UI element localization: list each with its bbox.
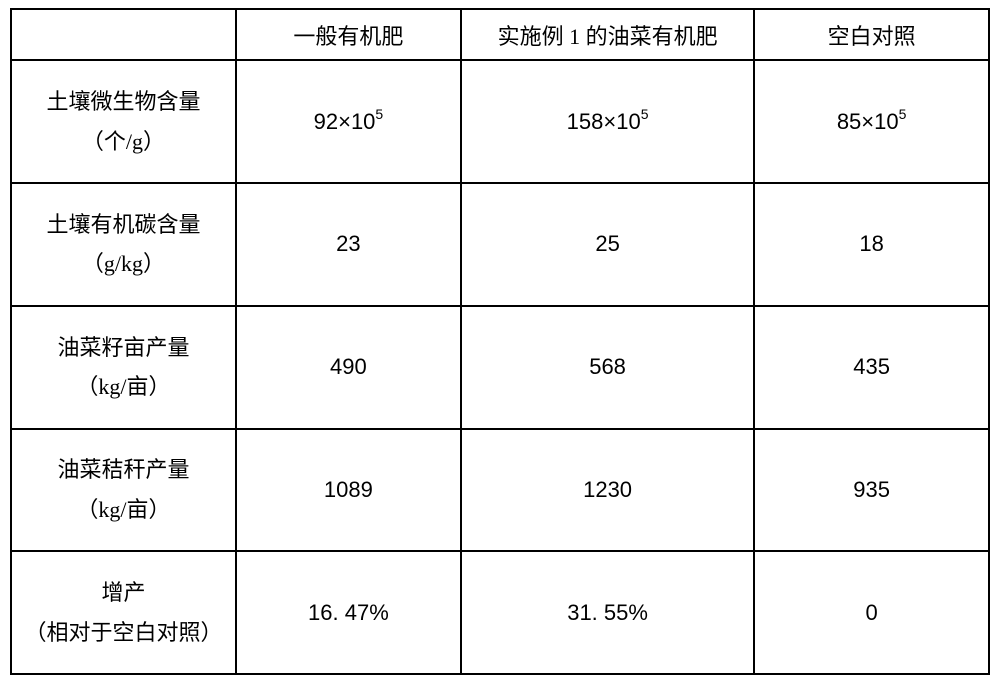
table-row: 土壤有机碳含量 （g/kg） 23 25 18 (11, 183, 989, 306)
comparison-table: 一般有机肥 实施例 1 的油菜有机肥 空白对照 土壤微生物含量 （个/g） 92… (10, 8, 990, 675)
times-sign: × (338, 109, 351, 134)
cell-blank-straw-yield: 935 (754, 429, 989, 552)
header-blank-control: 空白对照 (754, 9, 989, 60)
row-label-line2: （个/g） (12, 122, 235, 162)
mantissa: 85 (837, 109, 861, 134)
header-empty (11, 9, 236, 60)
mantissa: 92 (314, 109, 338, 134)
sci-value: 158×105 (567, 109, 649, 134)
base: 10 (874, 109, 898, 134)
cell-example1-straw-yield: 1230 (461, 429, 754, 552)
table-row: 油菜秸秆产量 （kg/亩） 1089 1230 935 (11, 429, 989, 552)
cell-blank-increase: 0 (754, 551, 989, 674)
row-label-line2: （相对于空白对照） (12, 613, 235, 653)
cell-blank-carbon: 18 (754, 183, 989, 306)
sci-value: 85×105 (837, 109, 907, 134)
row-label-soil-microbe: 土壤微生物含量 （个/g） (11, 60, 236, 183)
table-header-row: 一般有机肥 实施例 1 的油菜有机肥 空白对照 (11, 9, 989, 60)
table-row: 土壤微生物含量 （个/g） 92×105 158×105 85×105 (11, 60, 989, 183)
sci-value: 92×105 (314, 109, 384, 134)
row-label-line1: 增产 (12, 573, 235, 613)
cell-general-increase: 16. 47% (236, 551, 461, 674)
cell-example1-carbon: 25 (461, 183, 754, 306)
row-label-rapeseed-yield: 油菜籽亩产量 （kg/亩） (11, 306, 236, 429)
row-label-soil-carbon: 土壤有机碳含量 （g/kg） (11, 183, 236, 306)
times-sign: × (603, 109, 616, 134)
cell-example1-microbe: 158×105 (461, 60, 754, 183)
row-label-line2: （kg/亩） (12, 490, 235, 530)
comparison-table-container: 一般有机肥 实施例 1 的油菜有机肥 空白对照 土壤微生物含量 （个/g） 92… (0, 0, 1000, 685)
row-label-straw-yield: 油菜秸秆产量 （kg/亩） (11, 429, 236, 552)
row-label-line1: 油菜秸秆产量 (12, 450, 235, 490)
cell-general-straw-yield: 1089 (236, 429, 461, 552)
base: 10 (351, 109, 375, 134)
times-sign: × (861, 109, 874, 134)
table-row: 油菜籽亩产量 （kg/亩） 490 568 435 (11, 306, 989, 429)
row-label-yield-increase: 增产 （相对于空白对照） (11, 551, 236, 674)
exponent: 5 (375, 106, 383, 122)
base: 10 (616, 109, 640, 134)
exponent: 5 (899, 106, 907, 122)
row-label-line1: 土壤微生物含量 (12, 82, 235, 122)
cell-blank-seed-yield: 435 (754, 306, 989, 429)
header-general-organic: 一般有机肥 (236, 9, 461, 60)
row-label-line1: 土壤有机碳含量 (12, 205, 235, 245)
cell-general-seed-yield: 490 (236, 306, 461, 429)
cell-general-microbe: 92×105 (236, 60, 461, 183)
row-label-line2: （g/kg） (12, 244, 235, 284)
header-example1-rapeseed: 实施例 1 的油菜有机肥 (461, 9, 754, 60)
cell-example1-increase: 31. 55% (461, 551, 754, 674)
cell-blank-microbe: 85×105 (754, 60, 989, 183)
mantissa: 158 (567, 109, 604, 134)
row-label-line2: （kg/亩） (12, 367, 235, 407)
cell-general-carbon: 23 (236, 183, 461, 306)
table-row: 增产 （相对于空白对照） 16. 47% 31. 55% 0 (11, 551, 989, 674)
exponent: 5 (641, 106, 649, 122)
row-label-line1: 油菜籽亩产量 (12, 328, 235, 368)
cell-example1-seed-yield: 568 (461, 306, 754, 429)
